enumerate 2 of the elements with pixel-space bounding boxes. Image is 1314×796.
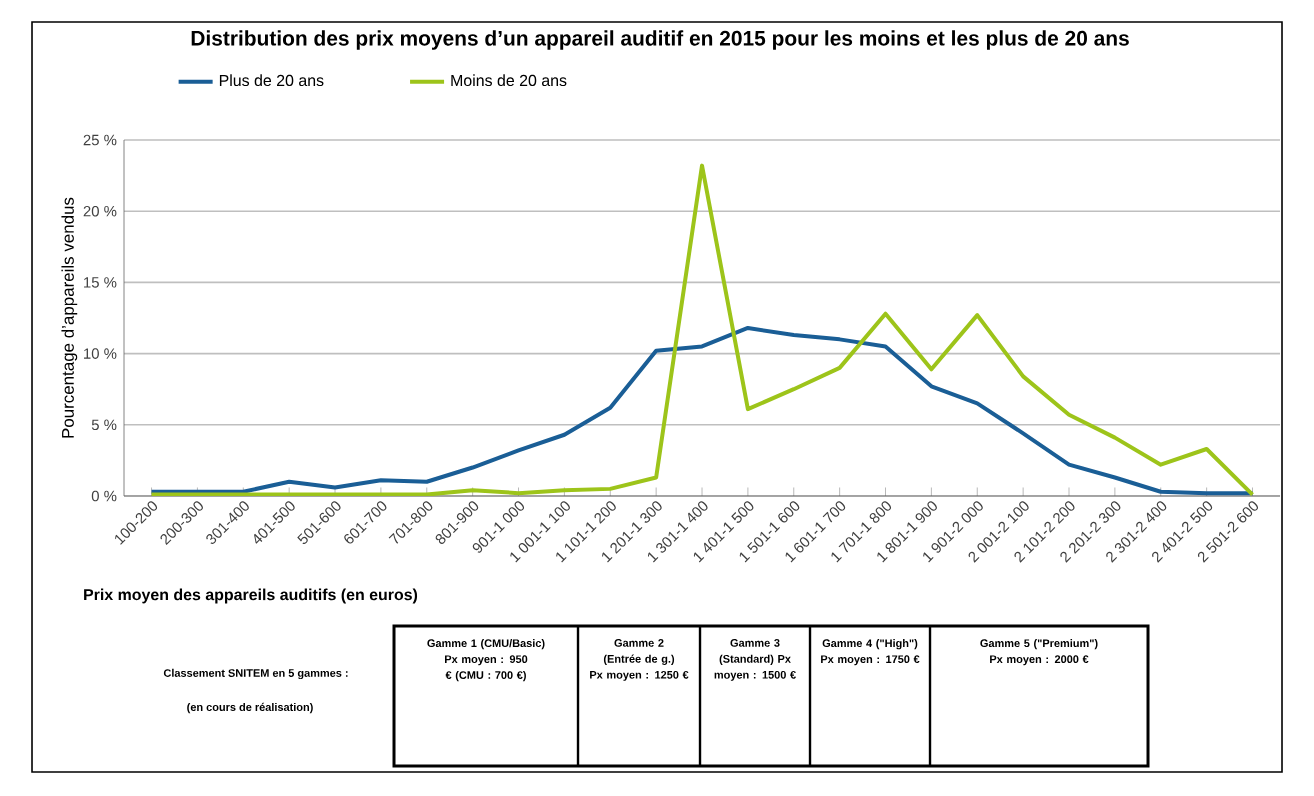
y-axis-title: Pourcentage d’appareils vendus: [61, 197, 78, 438]
chart-title: Distribution des prix moyens d’un appareil auditif en 2015 pour les moins et les plus de 20 ans: [191, 30, 1129, 50]
